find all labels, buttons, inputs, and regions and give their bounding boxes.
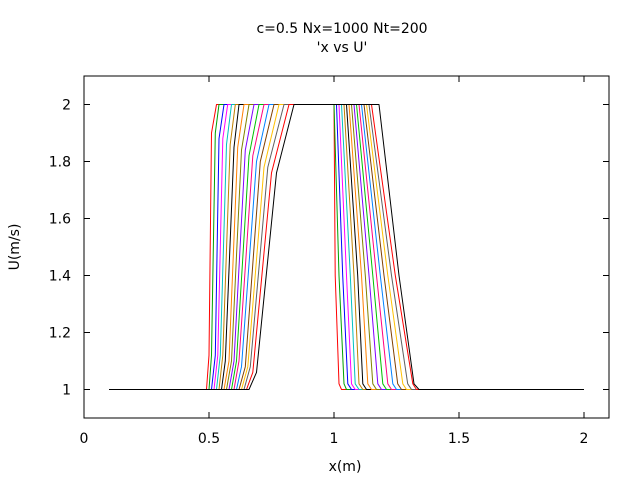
y-axis-label: U(m/s): [7, 224, 23, 271]
plot-frame: [83, 75, 610, 419]
x-axis-label: x(m): [329, 459, 362, 475]
series-line-18: [109, 104, 584, 390]
y-axis: 1 1.2 1.4 1.6 1.8 2: [49, 98, 609, 399]
chart-title: c=0.5 Nx=1000 Nt=200: [256, 21, 427, 37]
y-tick-label: 1.4: [49, 269, 71, 285]
y-tick-label: 1.6: [49, 212, 71, 228]
x-tick-label: 0: [80, 431, 89, 447]
x-tick-label: 0.5: [198, 431, 220, 447]
chart-subtitle: 'x vs U': [317, 40, 368, 56]
x-tick-label: 2: [580, 431, 589, 447]
y-tick-label: 1.2: [49, 326, 71, 342]
y-tick-label: 1.8: [49, 155, 71, 171]
x-tick-label: 1.5: [448, 431, 470, 447]
x-tick-label: 1: [330, 431, 339, 447]
series-layer: [109, 104, 584, 390]
y-tick-label: 2: [62, 98, 71, 114]
y-tick-label: 1: [62, 383, 71, 399]
x-axis: 0 0.5 1 1.5 2: [80, 76, 589, 447]
